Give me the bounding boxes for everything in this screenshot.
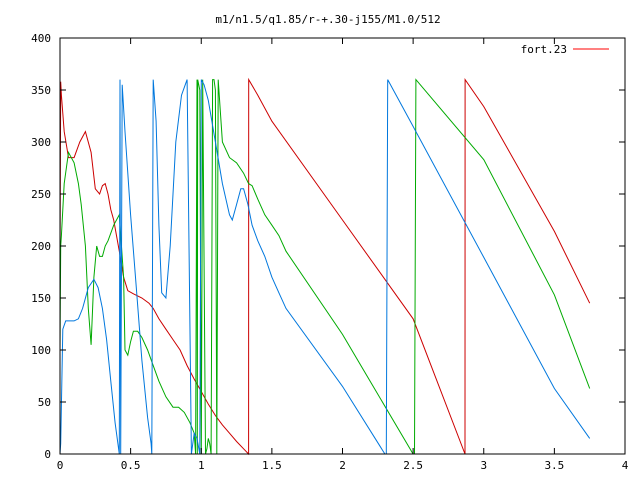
series-line-3 [59,79,591,455]
x-tick-label: 4 [622,459,629,472]
x-tick-label: 2 [339,459,346,472]
x-tick-label: 0 [57,459,64,472]
series-layer [59,77,591,456]
y-tick-label: 400 [31,32,51,45]
x-tick-label: 3 [480,459,487,472]
y-tick-label: 100 [31,344,51,357]
y-tick-label: 250 [31,188,51,201]
y-tick-label: 300 [31,136,51,149]
series-line-2 [59,78,591,455]
x-tick-label: 1 [198,459,205,472]
series-line-1 [59,77,591,456]
x-tick-label: 1.5 [262,459,282,472]
chart-title: m1/n1.5/q1.85/r-+.30-j155/M1.0/512 [215,13,440,26]
legend: fort.23 [521,43,609,56]
y-tick-label: 50 [38,396,51,409]
y-tick-label: 350 [31,84,51,97]
tick-layer: 0 0.5 1 1.5 2 2.5 3 3.5 4 0 50 100 150 200 250 300 350 40… [31,32,629,472]
x-tick-label: 3.5 [544,459,564,472]
y-tick-label: 0 [44,448,51,461]
legend-label: fort.23 [521,43,567,56]
x-tick-label: 2.5 [403,459,423,472]
y-tick-label: 200 [31,240,51,253]
y-tick-label: 150 [31,292,51,305]
x-tick-label: 0.5 [121,459,141,472]
